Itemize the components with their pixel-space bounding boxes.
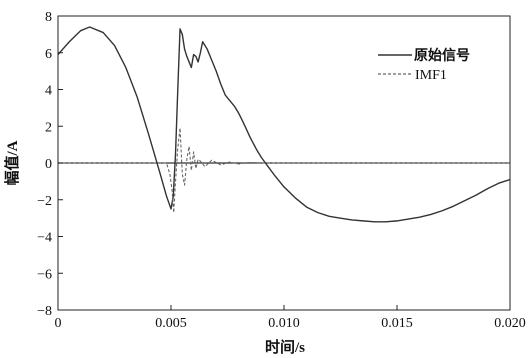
legend-label-original-signal: 原始信号 (414, 47, 470, 64)
x-tick-label: 0.020 (494, 316, 526, 331)
x-axis-label: 时间/s (265, 338, 305, 356)
x-tick-label: 0.010 (268, 316, 300, 331)
series-line-original-signal (57, 26, 511, 223)
x-tick-label: 0.005 (155, 316, 187, 331)
y-tick-label: −2 (37, 194, 52, 209)
x-tick-label: 0 (55, 316, 62, 331)
y-tick-label: −6 (37, 267, 52, 282)
x-tick-label: 0.015 (381, 316, 413, 331)
legend: 原始信号 IMF1 (378, 47, 470, 83)
y-tick-label: 4 (45, 84, 52, 99)
y-tick-label: 8 (45, 10, 52, 25)
y-tick-label: 2 (45, 120, 52, 135)
y-tick-label: 0 (45, 157, 52, 172)
series-line-imf1 (58, 127, 510, 214)
y-tick-label: −8 (37, 304, 52, 319)
y-tick-label: 6 (45, 47, 52, 62)
legend-label-imf1: IMF1 (415, 68, 447, 83)
y-tick-label: −4 (37, 231, 52, 246)
y-axis-label: 幅值/A (3, 140, 21, 185)
